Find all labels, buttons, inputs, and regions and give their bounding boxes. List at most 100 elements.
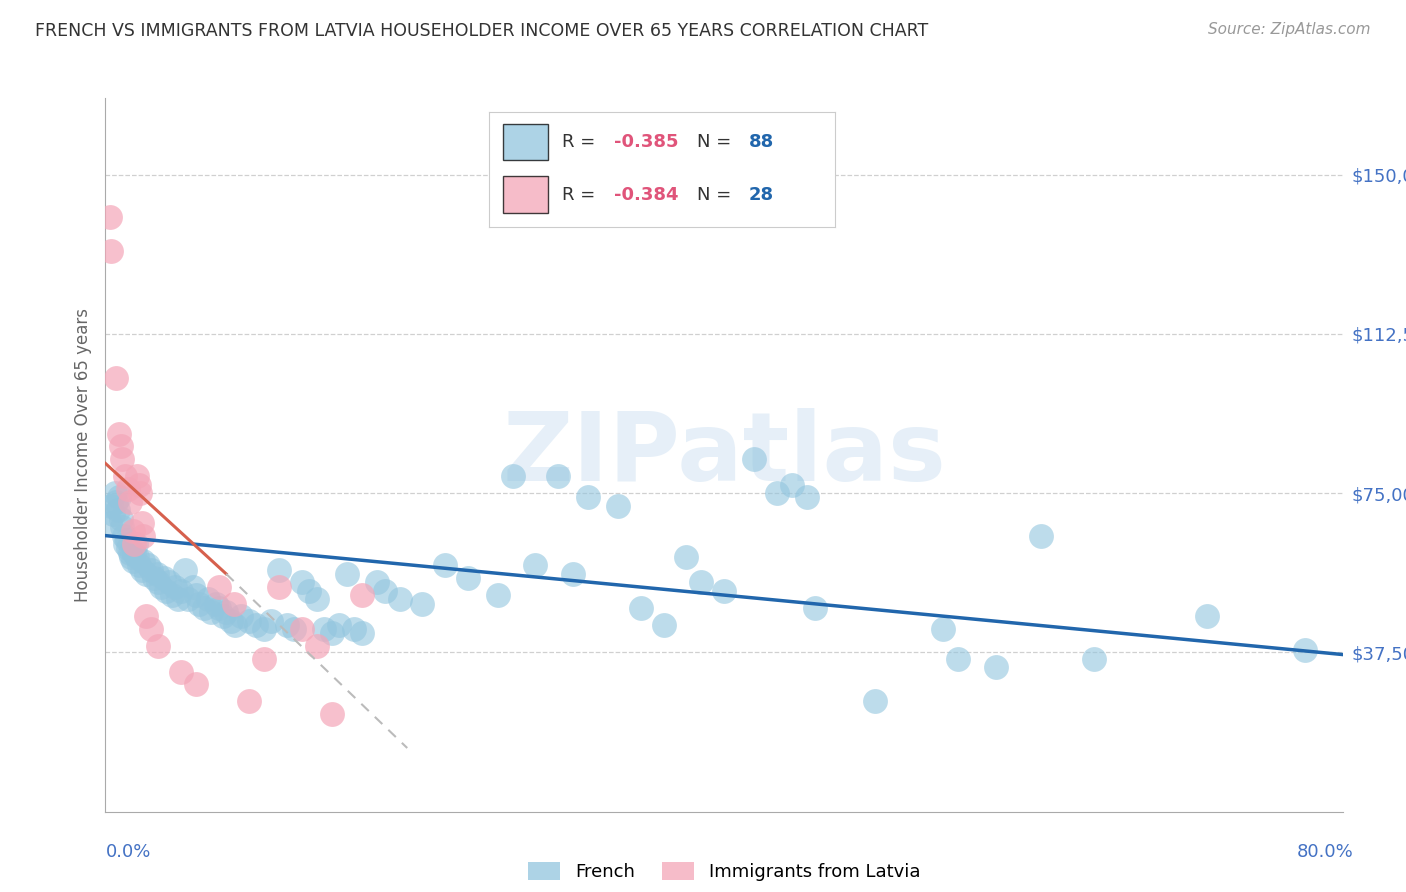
Point bbox=[157, 575, 180, 590]
Point bbox=[117, 541, 139, 556]
Point bbox=[291, 622, 314, 636]
Point bbox=[652, 617, 675, 632]
Point bbox=[630, 600, 652, 615]
Point bbox=[111, 452, 134, 467]
Point bbox=[863, 694, 886, 708]
Point bbox=[148, 639, 170, 653]
Point bbox=[121, 554, 143, 568]
Point bbox=[184, 677, 207, 691]
Point bbox=[121, 524, 143, 539]
Point bbox=[388, 592, 411, 607]
Point bbox=[690, 575, 713, 590]
Point bbox=[946, 652, 969, 666]
Point bbox=[117, 482, 139, 496]
Point bbox=[215, 605, 238, 619]
Point bbox=[118, 546, 141, 560]
Point bbox=[131, 516, 153, 530]
Point bbox=[212, 609, 235, 624]
Point bbox=[150, 580, 173, 594]
Point bbox=[98, 210, 121, 224]
Point bbox=[135, 566, 157, 581]
Point bbox=[276, 617, 298, 632]
Point bbox=[1029, 528, 1052, 542]
Point bbox=[110, 439, 132, 453]
Point bbox=[298, 583, 321, 598]
Point bbox=[1294, 643, 1316, 657]
Point bbox=[253, 652, 276, 666]
Point bbox=[115, 533, 138, 547]
Point bbox=[200, 605, 222, 619]
Point bbox=[253, 622, 276, 636]
Point bbox=[305, 639, 328, 653]
Point bbox=[607, 499, 630, 513]
Point bbox=[132, 528, 155, 542]
Point bbox=[547, 469, 569, 483]
Point bbox=[139, 563, 162, 577]
Text: ZIPatlas: ZIPatlas bbox=[502, 409, 946, 501]
Point bbox=[1195, 609, 1218, 624]
Point bbox=[1083, 652, 1105, 666]
Point bbox=[350, 626, 373, 640]
Point bbox=[245, 617, 267, 632]
Point bbox=[100, 244, 122, 258]
Point bbox=[108, 491, 131, 505]
Point bbox=[155, 583, 177, 598]
Point bbox=[105, 494, 128, 508]
Point bbox=[118, 494, 141, 508]
Point bbox=[222, 597, 245, 611]
Point bbox=[314, 622, 336, 636]
Point bbox=[105, 371, 128, 385]
Point bbox=[350, 588, 373, 602]
Point bbox=[174, 563, 197, 577]
Point bbox=[411, 597, 433, 611]
Point bbox=[283, 622, 305, 636]
Point bbox=[219, 614, 242, 628]
Point bbox=[562, 566, 585, 581]
Point bbox=[780, 477, 803, 491]
Point bbox=[238, 694, 260, 708]
Point bbox=[291, 575, 314, 590]
Point bbox=[321, 626, 343, 640]
Point bbox=[132, 554, 155, 568]
Point bbox=[124, 537, 146, 551]
Point bbox=[128, 477, 150, 491]
Point bbox=[984, 660, 1007, 674]
Point bbox=[675, 549, 697, 564]
Point bbox=[108, 426, 131, 441]
Point bbox=[103, 486, 125, 500]
Point bbox=[260, 614, 283, 628]
Point bbox=[98, 516, 121, 530]
Point bbox=[170, 665, 193, 679]
Point bbox=[336, 566, 359, 581]
Point bbox=[932, 622, 955, 636]
Point bbox=[122, 537, 145, 551]
Point bbox=[207, 580, 229, 594]
Point bbox=[142, 571, 165, 585]
Point bbox=[328, 617, 350, 632]
Point bbox=[148, 575, 170, 590]
Point bbox=[576, 491, 599, 505]
Text: 0.0%: 0.0% bbox=[105, 843, 150, 861]
Point bbox=[204, 597, 226, 611]
Point bbox=[135, 609, 157, 624]
Point bbox=[127, 469, 149, 483]
Point bbox=[122, 546, 145, 560]
Point bbox=[803, 600, 825, 615]
Point bbox=[486, 588, 509, 602]
Point bbox=[153, 571, 176, 585]
Point bbox=[197, 592, 219, 607]
Point bbox=[170, 583, 193, 598]
Point bbox=[224, 617, 246, 632]
Point bbox=[742, 452, 765, 467]
Point bbox=[120, 549, 142, 564]
Point bbox=[188, 597, 211, 611]
Point bbox=[524, 558, 547, 573]
Point bbox=[433, 558, 456, 573]
Point bbox=[366, 575, 388, 590]
Point bbox=[177, 592, 200, 607]
Point bbox=[129, 486, 152, 500]
Point bbox=[136, 558, 159, 573]
Point bbox=[110, 511, 132, 525]
Point bbox=[321, 706, 343, 721]
Point bbox=[100, 499, 122, 513]
